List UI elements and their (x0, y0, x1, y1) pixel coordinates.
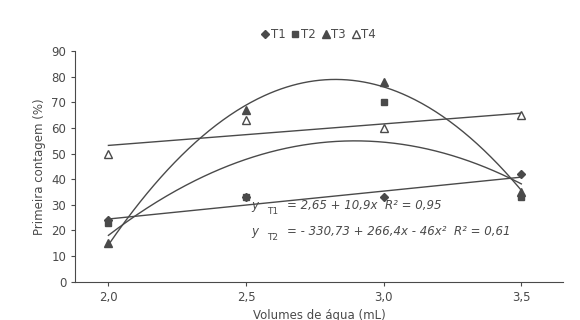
Text: T2: T2 (267, 233, 278, 242)
Text: T1: T1 (267, 207, 278, 216)
Text: = - 330,73 + 266,4x - 46x²  R² = 0,61: = - 330,73 + 266,4x - 46x² R² = 0,61 (287, 225, 511, 238)
Text: = 2,65 + 10,9x  R² = 0,95: = 2,65 + 10,9x R² = 0,95 (287, 199, 442, 212)
Legend: T1, T2, T3, T4: T1, T2, T3, T4 (262, 28, 376, 41)
X-axis label: Volumes de água (mL): Volumes de água (mL) (253, 309, 385, 320)
Text: y: y (252, 199, 262, 212)
Y-axis label: Primeira contagem (%): Primeira contagem (%) (33, 98, 46, 235)
Text: y: y (252, 225, 262, 238)
